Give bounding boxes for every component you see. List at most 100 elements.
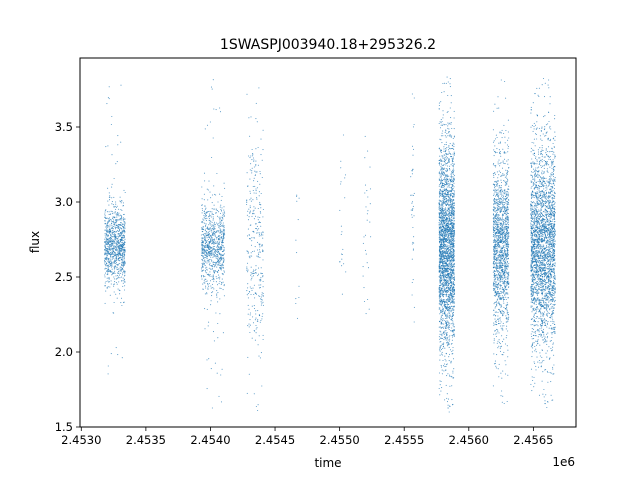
data-point [216,253,218,255]
data-point [208,321,210,323]
data-point [202,241,204,243]
data-point [442,189,444,191]
data-point [116,214,118,216]
data-point [446,397,448,399]
data-point [221,273,223,275]
data-point [451,237,453,239]
data-point [452,325,454,327]
data-point [218,230,220,232]
data-point [451,331,454,333]
data-point [441,369,443,371]
data-point [108,192,110,194]
data-point [253,159,255,161]
data-point [111,263,113,265]
data-point [215,276,217,278]
data-point [444,207,447,209]
data-point [105,229,107,231]
data-point [112,243,114,245]
data-point [441,213,443,215]
data-point [204,275,206,277]
data-point [451,202,453,204]
data-point [445,82,447,84]
data-point [108,199,111,201]
data-point [112,216,114,218]
data-point [450,123,452,125]
data-point [123,301,125,303]
data-point [220,221,222,223]
data-point [438,122,440,125]
data-point [212,219,214,221]
data-point [204,271,207,273]
data-point [440,180,442,182]
data-point [445,188,447,190]
data-point [111,115,113,118]
data-point [443,232,445,234]
data-point [107,277,110,279]
data-point [445,130,447,132]
data-point [445,170,447,172]
data-point [105,240,107,242]
data-point [444,213,446,215]
data-point [204,229,206,231]
data-point [119,263,121,265]
data-point [451,135,453,137]
data-point [213,223,215,225]
data-point [220,248,222,251]
data-point [450,247,452,249]
data-point [504,343,507,345]
data-point [204,293,206,295]
data-point [251,273,253,275]
data-point [117,288,119,290]
data-point [364,135,366,137]
data-point [209,246,211,248]
data-point [443,124,446,126]
data-point [202,248,204,251]
data-point [115,261,117,264]
data-point [104,282,106,284]
data-point [438,230,440,232]
data-point [442,303,444,305]
data-point [441,142,443,144]
data-point [448,151,450,153]
data-point [116,258,118,260]
data-point [448,201,450,203]
data-point [253,213,255,215]
data-point [453,204,455,206]
data-point [258,279,260,281]
data-point [438,229,440,231]
data-point [223,247,225,249]
data-point [252,272,254,274]
data-point [117,236,119,238]
data-point [448,186,450,188]
data-point [206,240,208,242]
data-point [445,241,447,243]
data-point [214,265,216,267]
data-point [105,232,107,234]
data-point [217,238,220,240]
data-point [201,220,203,222]
data-point [116,269,118,271]
data-point [441,320,444,322]
data-point [249,135,251,137]
data-point [453,227,455,229]
data-point [204,308,206,310]
data-point [445,306,447,308]
data-point [261,292,263,294]
data-point [439,279,441,281]
data-point [452,272,454,274]
data-point [108,213,110,215]
data-point [451,404,454,406]
data-point [444,347,446,349]
data-point [439,320,441,322]
data-point [439,301,442,303]
data-point [117,272,119,274]
data-point [252,189,254,192]
data-point [122,256,124,258]
data-point [440,331,442,333]
data-point [438,148,440,150]
data-point [453,238,455,240]
data-point [205,261,207,263]
data-point [108,252,111,255]
data-point [451,204,453,206]
data-point [212,242,214,245]
